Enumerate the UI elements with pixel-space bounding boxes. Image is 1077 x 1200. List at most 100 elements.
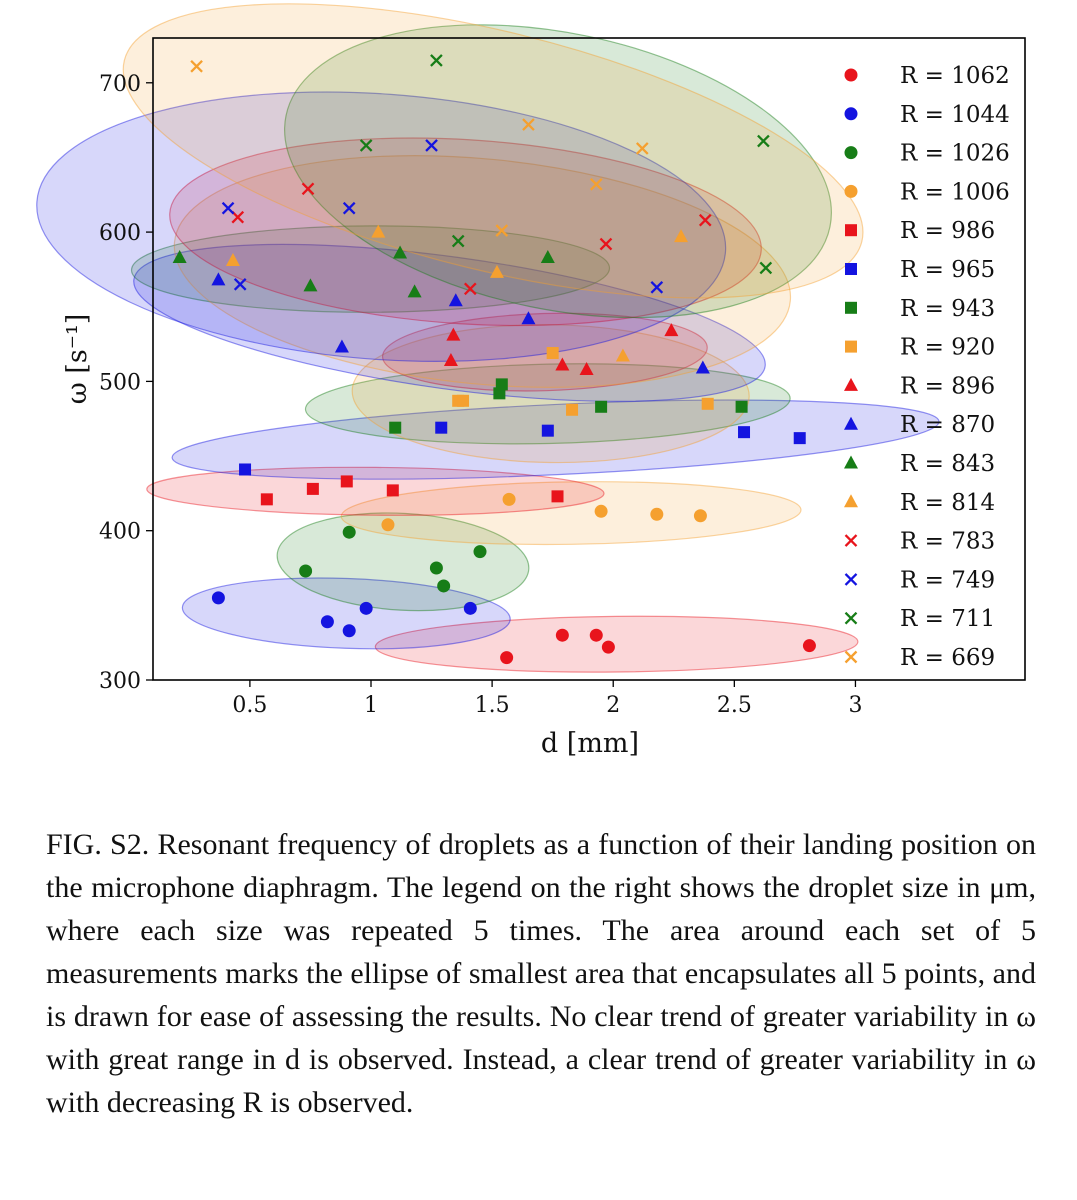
point-series-2-3 [437,579,451,593]
legend-marker-6 [845,301,857,314]
point-series-5-3 [738,426,751,439]
point-series-5-0 [239,463,252,476]
legend-label-15: R = 669 [900,645,995,671]
point-series-6-4 [735,400,748,413]
point-series-6-3 [595,400,608,413]
tick-layer: 0.5 1 1.5 2 2.5 3 300 400 500 600 700 [99,72,862,718]
point-series-3-4 [693,509,707,523]
legend-label-8: R = 896 [900,373,995,399]
point-series-13-3 [425,139,438,152]
x-axis-label: d [mm] [541,728,639,759]
point-series-8-1 [446,327,461,341]
legend-label-5: R = 965 [900,257,995,283]
point-series-15-4 [635,142,649,155]
y-tick-label-3: 600 [99,221,141,246]
legend-marker-7 [845,340,857,353]
x-tick-label-5: 3 [848,693,862,718]
point-series-14-0 [359,139,373,152]
point-series-0-2 [589,628,603,642]
point-series-11-3 [615,348,630,362]
point-series-15-3 [589,178,603,191]
x-tick-label-3: 2 [606,693,620,718]
point-series-4-3 [386,484,399,497]
point-series-3-0 [381,518,395,532]
point-series-13-0 [221,201,235,215]
point-series-5-2 [541,424,554,437]
legend-label-11: R = 814 [900,490,995,516]
point-series-14-4 [759,261,773,275]
point-series-4-2 [340,475,353,488]
point-series-15-1 [495,224,509,237]
point-series-8-3 [579,361,594,375]
ellipse-series-9 [133,243,766,402]
ellipse-series-6 [304,363,791,445]
legend-marker-9 [844,416,858,430]
point-series-11-4 [674,229,689,243]
ellipse-series-14 [284,24,832,319]
point-series-2-2 [429,561,443,575]
point-series-3-2 [594,504,608,518]
point-series-0-3 [601,640,615,654]
legend-label-3: R = 1006 [900,179,1010,205]
point-series-1-2 [342,624,356,638]
point-series-12-0 [231,210,245,224]
point-series-2-4 [473,545,487,559]
y-axis-label: ω [s⁻¹] [62,314,93,405]
point-series-11-1 [371,224,386,238]
point-series-15-2 [522,118,535,131]
y-tick-label-0: 300 [99,669,141,694]
point-series-1-0 [211,591,225,605]
point-series-7-4 [701,397,714,410]
legend-marker-4 [845,224,857,237]
point-series-8-0 [443,352,458,366]
point-series-9-3 [521,311,536,325]
point-series-15-0 [190,60,203,73]
legend-marker-1 [844,107,858,121]
y-tick-label-2: 500 [99,370,141,395]
ellipse-series-0 [374,615,859,673]
caption-text: Resonant frequency of droplets as a func… [46,828,1036,1119]
point-series-10-1 [303,278,318,292]
legend-label-0: R = 1062 [900,63,1010,89]
x-tick-label-0: 0.5 [232,693,267,718]
point-series-14-3 [757,134,770,148]
ellipse-series-3 [340,481,802,546]
plot-frame [152,37,1026,681]
legend-marker-12 [844,534,858,547]
legend-label-7: R = 920 [900,335,995,361]
point-series-10-4 [540,249,555,263]
point-series-3-1 [502,492,516,506]
point-series-10-3 [407,284,422,298]
legend-marker-0 [844,68,858,82]
point-series-5-4 [793,432,806,445]
point-series-2-0 [299,564,313,578]
point-series-0-0 [500,651,514,665]
legend-label-6: R = 943 [900,296,995,322]
point-series-11-0 [225,252,240,266]
legend-label-14: R = 711 [900,606,995,632]
point-series-8-4 [664,323,679,337]
figure-caption: FIG. S2. Resonant frequency of droplets … [46,823,1036,1124]
point-series-9-4 [695,360,710,374]
point-series-14-1 [430,54,443,67]
legend-label-1: R = 1044 [900,102,1010,128]
point-series-4-4 [551,490,564,503]
point-series-10-2 [393,245,408,259]
legend-marker-13 [844,573,858,586]
point-series-1-1 [320,615,334,629]
point-series-9-2 [448,293,463,307]
ellipse-series-13 [36,91,727,362]
point-series-13-4 [650,281,664,294]
legend-marker-14 [844,611,858,625]
point-series-13-1 [233,278,247,291]
point-series-12-4 [698,213,712,227]
point-series-8-2 [555,357,570,371]
ellipse-series-8 [381,312,708,392]
point-series-11-2 [489,264,504,278]
ellipse-series-11 [173,155,792,388]
ellipse-series-2 [276,512,530,612]
point-series-7-2 [546,347,559,360]
x-tick-label-4: 2.5 [717,693,752,718]
legend-label-2: R = 1026 [900,141,1010,167]
